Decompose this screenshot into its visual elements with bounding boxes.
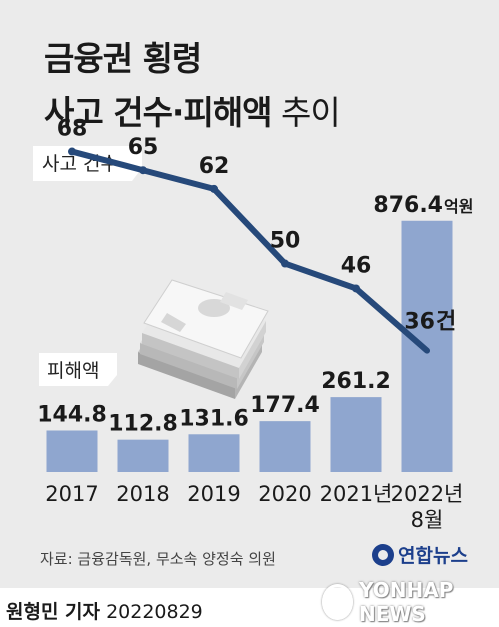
bar-label-3: 177.4 <box>250 393 320 418</box>
x-tick-0: 2017 <box>45 482 98 506</box>
yonhap-logo-text: 연합뉴스 <box>398 545 468 567</box>
line-unit-label: 건 <box>436 310 456 335</box>
x-tick-1: 2018 <box>116 482 169 506</box>
cases-label-4: 46 <box>341 253 372 278</box>
yonhap-watermark: YONHAP NEWS <box>322 578 499 626</box>
chart-title-line2-light: 추이 <box>271 93 341 132</box>
cases-point-4 <box>352 284 360 293</box>
money-stack-icon <box>138 279 269 399</box>
cases-line <box>69 148 430 354</box>
bar-0 <box>46 430 98 472</box>
yonhap-ring-icon <box>322 584 353 620</box>
x-tick-3: 2020 <box>258 482 311 506</box>
x-tick-2: 2019 <box>187 482 240 506</box>
bar-label-0: 144.8 <box>37 402 107 427</box>
cases-label-3: 50 <box>270 229 301 254</box>
legend-damage-label: 피해액 <box>47 360 99 382</box>
yonhap-logo: 연합뉴스 <box>372 541 468 568</box>
bar-4 <box>330 397 382 472</box>
chart-title-line1: 금융권 횡령 <box>44 39 202 78</box>
bar-label-4: 261.2 <box>321 369 391 394</box>
footer-credit: 원형민 기자 20220829 <box>6 597 203 624</box>
x-tick-4: 2021년 <box>320 482 393 506</box>
cases-point-1 <box>139 166 147 175</box>
bar-3 <box>259 421 311 472</box>
cases-point-3 <box>281 259 289 268</box>
publish-date: 20220829 <box>106 601 203 623</box>
line-series: 68 65 62 50 46 36 건 <box>57 117 456 354</box>
bar-1 <box>117 439 169 472</box>
chart-title-line2-bold: 사고 건수·피해액 <box>44 93 273 132</box>
bar-unit-label: 억원 <box>444 197 473 216</box>
bar-label-5: 876.4 <box>373 193 443 218</box>
source-note: 자료: 금융감독원, 무소속 양정숙 의원 <box>40 550 276 568</box>
author: 원형민 기자 <box>6 601 101 623</box>
legend-tag-damage: 피해액 <box>39 353 117 386</box>
bar-label-1: 112.8 <box>108 412 178 437</box>
cases-label-1: 65 <box>128 135 159 160</box>
watermark-text: YONHAP NEWS <box>358 578 454 626</box>
x-tick-5: 2022년 8월 <box>391 482 464 532</box>
chart-title-line2: 사고 건수·피해액 추이 <box>44 86 341 134</box>
yonhap-logo-icon <box>372 543 394 566</box>
cases-label-2: 62 <box>199 154 230 179</box>
cases-label-0: 68 <box>57 117 88 142</box>
bar-5 <box>401 220 453 472</box>
cases-point-2 <box>210 184 218 193</box>
bar-label-2: 131.6 <box>179 406 249 431</box>
bar-2 <box>188 434 240 472</box>
cases-label-5: 36 <box>404 310 435 335</box>
cases-point-0 <box>68 147 76 156</box>
